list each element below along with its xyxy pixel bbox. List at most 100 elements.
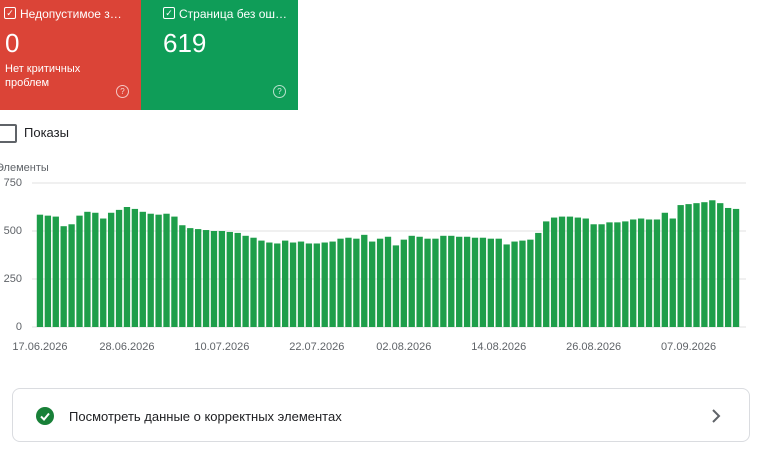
bar <box>361 234 368 327</box>
bar <box>622 221 629 327</box>
bar <box>685 204 692 327</box>
bar <box>527 239 534 327</box>
bar <box>543 221 550 327</box>
link-text: Посмотреть данные о корректных элементах <box>69 409 342 424</box>
bar <box>171 216 178 327</box>
x-tick-label: 28.06.2026 <box>99 341 154 353</box>
bar <box>289 242 297 327</box>
bar <box>107 212 115 327</box>
bar <box>392 245 400 327</box>
checkbox[interactable]: ✓ <box>163 7 175 19</box>
bar <box>179 225 186 327</box>
bar <box>677 205 684 327</box>
bar <box>590 224 597 327</box>
bar <box>448 235 455 327</box>
bar <box>479 237 487 327</box>
y-tick-label: 750 <box>4 177 22 189</box>
bar <box>463 236 471 327</box>
bar <box>100 218 107 327</box>
x-tick-label: 26.08.2026 <box>566 341 621 353</box>
bar <box>503 244 510 327</box>
bar <box>732 208 740 327</box>
link-card[interactable]: Посмотреть данные о корректных элементах <box>12 388 750 442</box>
error-card[interactable]: ✓ Недопустимое з… 0 Нет критичных пробле… <box>0 0 141 110</box>
help-icon[interactable]: ? <box>273 85 286 98</box>
bar <box>337 238 344 327</box>
bar <box>305 243 313 327</box>
card-label: Недопустимое з… <box>20 7 122 21</box>
bar <box>187 228 194 327</box>
checkbox-label: Показы <box>24 125 69 140</box>
bar <box>274 243 281 327</box>
checkbox[interactable]: ✓ <box>4 7 16 19</box>
bar <box>582 218 589 327</box>
bar <box>84 211 91 327</box>
bar <box>329 241 336 327</box>
bar <box>369 241 376 327</box>
bar <box>210 231 218 327</box>
bar <box>574 217 582 327</box>
bar <box>717 203 724 327</box>
bar <box>661 212 669 327</box>
check-icon <box>36 407 54 425</box>
y-axis-label: Элементы <box>0 162 49 174</box>
bar <box>131 208 139 327</box>
bar <box>566 216 574 327</box>
bar <box>598 224 605 327</box>
bar <box>60 226 67 327</box>
bar <box>266 242 273 327</box>
bar <box>535 232 542 327</box>
x-tick-label: 14.08.2026 <box>471 341 526 353</box>
bar <box>606 222 613 327</box>
bar <box>76 215 83 327</box>
valid-card[interactable]: ✓ Страница без ош… 619 ? <box>141 0 298 110</box>
bar <box>550 217 558 327</box>
bar <box>456 236 463 327</box>
bar <box>163 213 170 327</box>
y-tick-label: 500 <box>4 225 22 237</box>
bar <box>645 219 653 327</box>
bar <box>376 238 384 327</box>
y-tick-label: 0 <box>16 321 22 333</box>
bar <box>400 239 407 327</box>
bar <box>44 215 52 327</box>
bar <box>147 213 154 327</box>
bar <box>123 207 131 327</box>
bar <box>115 209 123 327</box>
card-label: Страница без ош… <box>179 7 288 21</box>
bar <box>139 211 146 327</box>
bar <box>511 241 518 327</box>
bar <box>92 212 99 327</box>
bar <box>242 235 249 327</box>
bar <box>669 218 676 327</box>
bar <box>234 232 241 327</box>
bar <box>226 231 233 327</box>
help-icon[interactable]: ? <box>116 85 129 98</box>
checkbox[interactable] <box>0 124 17 143</box>
chart: Элементы 0 250 500 750 17.06.2026 28.06.2026 1… <box>0 162 746 353</box>
bar <box>52 216 59 327</box>
card-value: 0 <box>5 28 20 58</box>
card-value: 619 <box>163 28 207 58</box>
bar <box>218 231 226 327</box>
bar <box>416 236 423 327</box>
bar <box>68 224 75 327</box>
x-tick-label: 22.07.2026 <box>289 341 344 353</box>
bar <box>250 237 257 327</box>
bar <box>701 202 708 327</box>
bar <box>155 214 162 327</box>
card-note: Нет критичных проблем <box>5 63 81 89</box>
bar <box>258 240 265 327</box>
bar <box>440 235 447 327</box>
bar <box>282 240 289 327</box>
bar <box>384 236 392 327</box>
bar <box>519 240 526 327</box>
x-tick-label: 02.08.2026 <box>376 341 431 353</box>
bar <box>709 200 716 327</box>
bar <box>653 219 661 327</box>
bar <box>408 235 415 327</box>
bar <box>36 214 44 327</box>
bar <box>202 230 210 327</box>
chevron <box>712 409 721 423</box>
